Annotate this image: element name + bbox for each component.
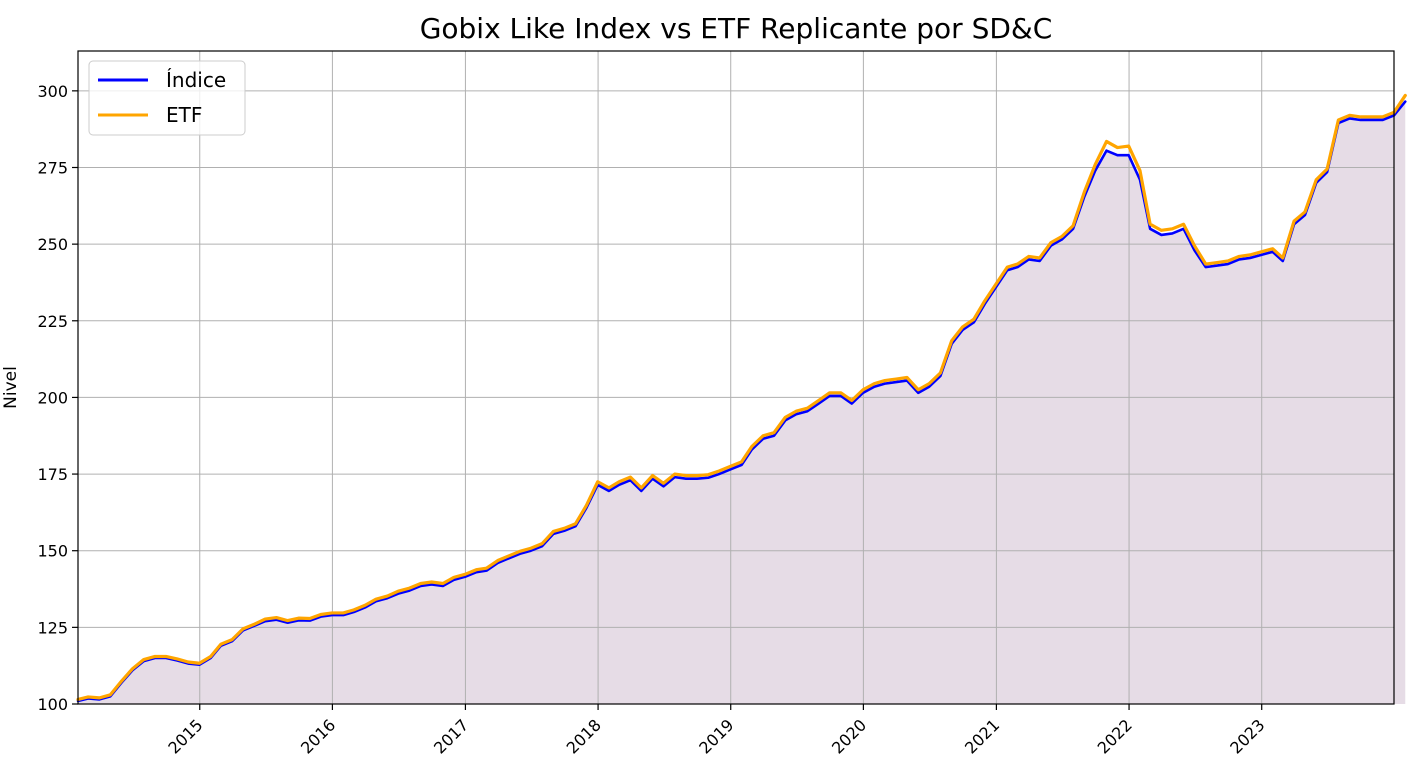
x-tick-label: 2016 — [297, 715, 339, 757]
y-tick-label: 100 — [37, 695, 68, 714]
y-tick-label: 300 — [37, 82, 68, 101]
x-tick-label: 2017 — [430, 715, 472, 757]
legend-label: Índice — [166, 68, 226, 92]
x-tick-label: 2021 — [961, 715, 1003, 757]
x-tick-label: 2015 — [164, 715, 206, 757]
y-tick-label: 275 — [37, 158, 68, 177]
area-fill — [78, 101, 1406, 704]
x-tick-label: 2023 — [1226, 715, 1268, 757]
y-tick-label: 250 — [37, 235, 68, 254]
y-tick-label: 225 — [37, 312, 68, 331]
legend-label: ETF — [166, 103, 202, 127]
series-line-etf — [76, 93, 1407, 701]
y-axis-label: Nivel — [1, 366, 21, 409]
x-tick-label: 2019 — [695, 715, 737, 757]
y-tick-label: 125 — [37, 618, 68, 637]
legend: Índice ETF — [88, 60, 246, 136]
x-tick-label: 2022 — [1094, 715, 1136, 757]
chart-title: Gobix Like Index vs ETF Replicante por S… — [420, 12, 1053, 45]
plot-area: 100 125 150 175 200 225 250 275 300 2015 2016 2017 2… — [37, 50, 1407, 758]
series-line-indice — [76, 100, 1407, 703]
x-tick-label: 2020 — [828, 715, 870, 757]
y-tick-label: 175 — [37, 465, 68, 484]
x-tick-label: 2018 — [563, 715, 605, 757]
y-tick-label: 200 — [37, 388, 68, 407]
y-tick-label: 150 — [37, 542, 68, 561]
axes-frame — [77, 50, 1395, 705]
